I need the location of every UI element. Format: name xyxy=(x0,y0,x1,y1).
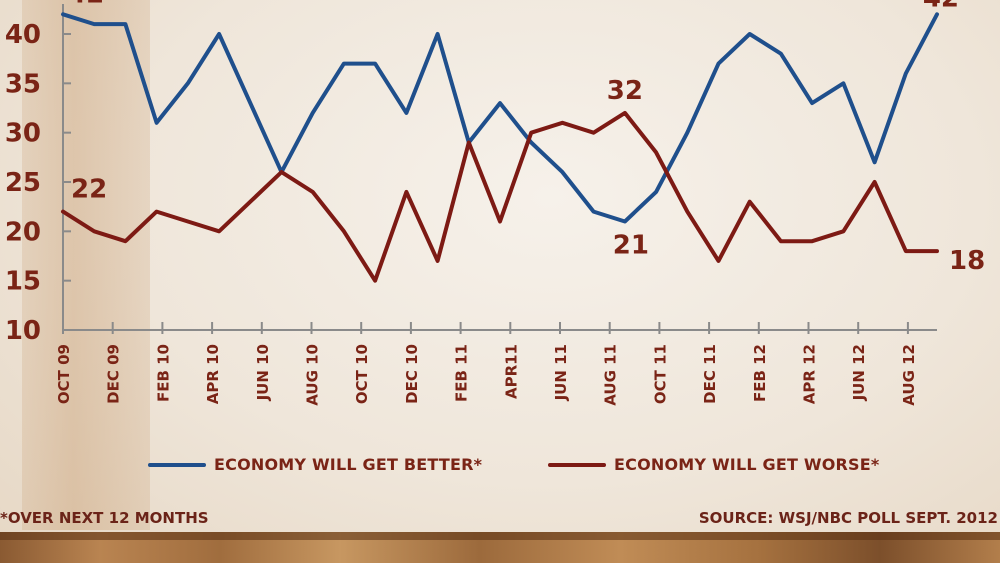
data-label: 21 xyxy=(613,230,649,260)
x-tick-label: FEB 11 xyxy=(453,344,471,402)
x-tick-label: JUN 12 xyxy=(850,344,868,401)
legend-item-better: ECONOMY WILL GET BETTER* xyxy=(148,455,482,474)
y-tick-label: 40 xyxy=(5,20,41,50)
data-label: 22 xyxy=(71,175,107,205)
x-tick-label: OCT 10 xyxy=(353,344,371,404)
wood-strip xyxy=(0,532,1000,563)
y-tick-label: 30 xyxy=(5,119,41,149)
source-note: SOURCE: WSJ/NBC POLL SEPT. 2012 xyxy=(698,509,998,527)
legend-label-worse: ECONOMY WILL GET WORSE* xyxy=(614,455,880,474)
legend-item-worse: ECONOMY WILL GET WORSE* xyxy=(548,455,879,474)
x-tick-label: AUG 11 xyxy=(602,344,620,406)
x-tick-label: APR 12 xyxy=(801,344,819,404)
data-label: 18 xyxy=(949,246,985,276)
y-tick-label: 25 xyxy=(5,168,41,198)
legend-label-better: ECONOMY WILL GET BETTER* xyxy=(214,455,483,474)
data-label: 32 xyxy=(607,76,643,106)
x-tick-label: APR11 xyxy=(502,344,520,399)
x-tick-label: APR 10 xyxy=(204,344,222,404)
series-line-worse xyxy=(61,110,939,283)
y-tick-label: 35 xyxy=(5,69,41,99)
x-tick-label: AUG 10 xyxy=(304,344,322,406)
x-tick-label: JUN 11 xyxy=(552,344,570,401)
data-label: 42 xyxy=(923,0,959,13)
x-tick-label: DEC 10 xyxy=(403,344,421,404)
y-tick-label: 15 xyxy=(5,267,41,297)
x-tick-label: AUG 12 xyxy=(900,344,918,406)
legend-swatch-better xyxy=(148,462,206,467)
legend-swatch-worse xyxy=(548,462,606,467)
series-line-better xyxy=(61,12,939,224)
legend: ECONOMY WILL GET BETTER* ECONOMY WILL GE… xyxy=(148,455,948,479)
background-band xyxy=(22,0,150,530)
x-tick-label: FEB 12 xyxy=(751,344,769,402)
x-tick-label: DEC 11 xyxy=(701,344,719,404)
x-tick-label: OCT 11 xyxy=(651,344,669,404)
footnote: *OVER NEXT 12 MONTHS xyxy=(0,509,209,527)
x-tick-label: JUN 10 xyxy=(254,344,272,401)
y-tick-label: 20 xyxy=(5,217,41,247)
x-tick-label: DEC 09 xyxy=(105,344,123,404)
data-label: 42 xyxy=(68,0,104,9)
x-tick-label: OCT 09 xyxy=(55,344,73,404)
y-tick-label: 10 xyxy=(5,316,41,346)
x-tick-label: FEB 10 xyxy=(154,344,172,402)
